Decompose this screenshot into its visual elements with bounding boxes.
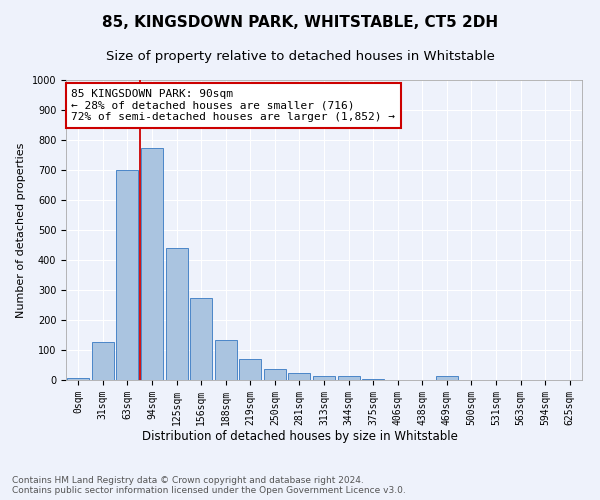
Bar bbox=[338, 376, 359, 380]
Bar bbox=[313, 376, 335, 380]
Bar bbox=[289, 372, 310, 380]
Bar bbox=[190, 298, 212, 380]
Text: 85 KINGSDOWN PARK: 90sqm
← 28% of detached houses are smaller (716)
72% of semi-: 85 KINGSDOWN PARK: 90sqm ← 28% of detach… bbox=[71, 89, 395, 122]
Bar bbox=[436, 376, 458, 380]
Bar bbox=[141, 148, 163, 380]
Text: Contains HM Land Registry data © Crown copyright and database right 2024.
Contai: Contains HM Land Registry data © Crown c… bbox=[12, 476, 406, 495]
Bar bbox=[67, 378, 89, 380]
Text: 85, KINGSDOWN PARK, WHITSTABLE, CT5 2DH: 85, KINGSDOWN PARK, WHITSTABLE, CT5 2DH bbox=[102, 15, 498, 30]
Bar bbox=[362, 378, 384, 380]
Bar bbox=[166, 248, 188, 380]
Bar bbox=[215, 340, 237, 380]
Y-axis label: Number of detached properties: Number of detached properties bbox=[16, 142, 26, 318]
Bar bbox=[116, 170, 139, 380]
Text: Distribution of detached houses by size in Whitstable: Distribution of detached houses by size … bbox=[142, 430, 458, 443]
Bar bbox=[92, 342, 114, 380]
Bar bbox=[239, 359, 262, 380]
Bar bbox=[264, 368, 286, 380]
Text: Size of property relative to detached houses in Whitstable: Size of property relative to detached ho… bbox=[106, 50, 494, 63]
